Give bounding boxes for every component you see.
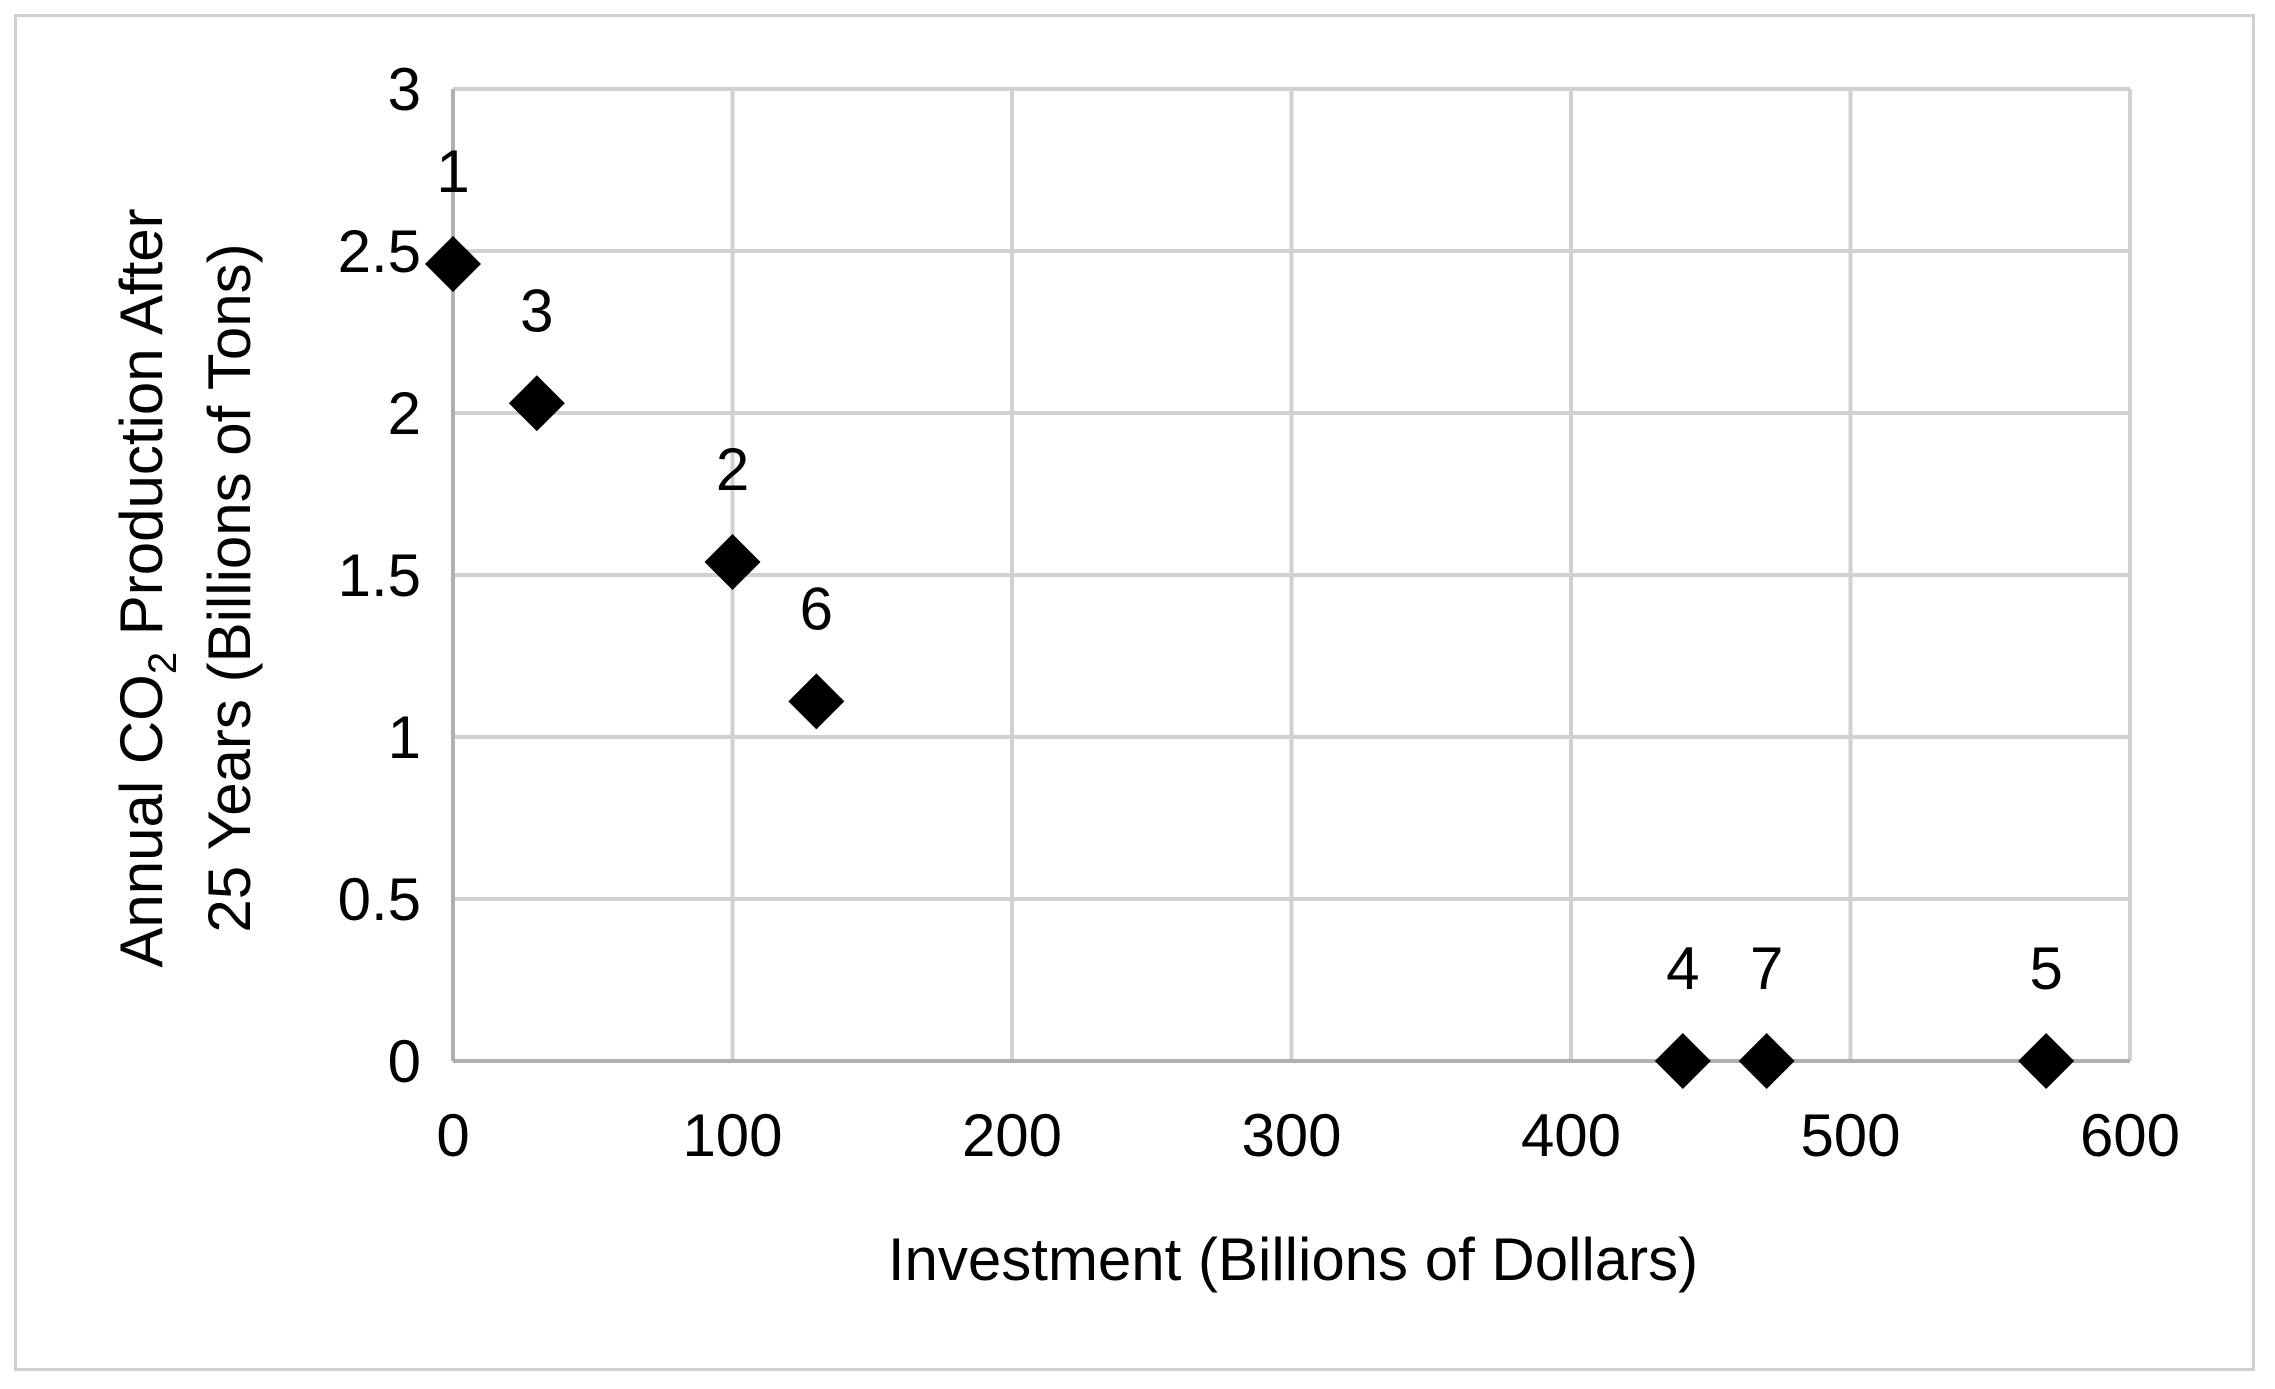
data-point-3 bbox=[508, 375, 565, 432]
x-tick-label: 100 bbox=[682, 1102, 782, 1169]
x-axis-title: Investment (Billions of Dollars) bbox=[888, 1226, 1698, 1293]
chart-frame bbox=[14, 14, 2255, 1371]
y-tick-label: 2 bbox=[388, 380, 421, 447]
x-tick-label: 0 bbox=[436, 1102, 469, 1169]
data-label-6: 6 bbox=[800, 575, 833, 642]
data-point-5 bbox=[2018, 1033, 2075, 1089]
x-tick-label: 500 bbox=[1800, 1102, 1900, 1169]
y-tick-label: 0.5 bbox=[338, 866, 421, 933]
x-tick-label: 400 bbox=[1521, 1102, 1621, 1169]
y-tick-label: 1.5 bbox=[338, 542, 421, 609]
data-labels: 1 3 2 6 4 7 5 bbox=[436, 138, 2063, 1002]
y-axis-title-part: Production After bbox=[108, 208, 175, 652]
y-tick-label: 0 bbox=[388, 1028, 421, 1095]
x-tick-label: 200 bbox=[962, 1102, 1062, 1169]
y-tick-label: 3 bbox=[388, 56, 421, 123]
data-label-7: 7 bbox=[1750, 935, 1783, 1002]
data-point-6 bbox=[788, 673, 845, 730]
y-tick-label: 1 bbox=[388, 704, 421, 771]
data-point-4 bbox=[1654, 1033, 1711, 1089]
x-tick-label: 300 bbox=[1241, 1102, 1341, 1169]
x-tick-label: 600 bbox=[2080, 1102, 2180, 1169]
data-label-5: 5 bbox=[2029, 935, 2062, 1002]
y-tick-label: 2.5 bbox=[338, 218, 421, 285]
data-label-3: 3 bbox=[520, 277, 553, 344]
data-point-1 bbox=[425, 235, 481, 292]
y-axis-title-line2: 25 Years (Billions of Tons) bbox=[196, 243, 263, 932]
data-point-2 bbox=[704, 534, 761, 591]
grid bbox=[453, 87, 2132, 1061]
y-axis-title-subscript: 2 bbox=[141, 652, 185, 674]
data-point-7 bbox=[1738, 1033, 1795, 1089]
tick-labels: 0 0.5 1 1.5 2 2.5 3 0 100 200 300 400 500 600 bbox=[338, 56, 2180, 1169]
data-label-2: 2 bbox=[716, 436, 749, 503]
data-label-4: 4 bbox=[1666, 935, 1699, 1002]
y-axis-title-part: Annual CO bbox=[108, 674, 175, 968]
data-label-1: 1 bbox=[436, 138, 469, 205]
y-axis-title-line1: Annual CO2 Production After bbox=[108, 208, 185, 967]
data-points bbox=[425, 235, 2075, 1089]
